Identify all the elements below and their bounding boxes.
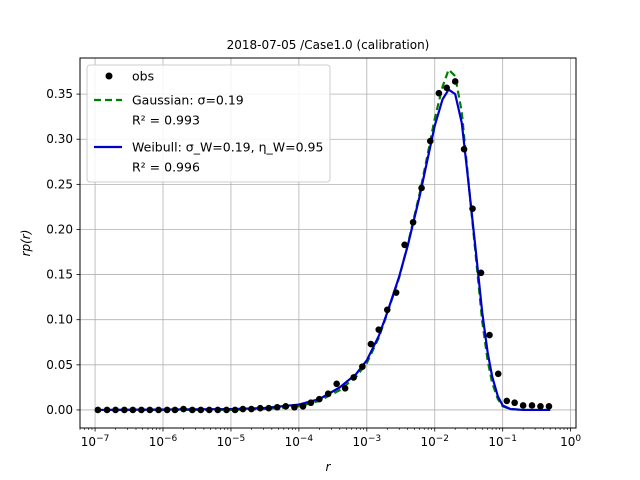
legend-gauss-label: R² = 0.993 xyxy=(132,113,200,128)
x-axis-ticks: 10−7 10−6 10−5 10−4 10−3 10−2 10−1 100 xyxy=(79,428,581,449)
obs-point xyxy=(307,399,315,407)
y-tick-label: 0.25 xyxy=(46,177,73,191)
legend-box xyxy=(86,64,331,183)
obs-point xyxy=(180,405,187,413)
obs-point xyxy=(324,390,332,398)
obs-point xyxy=(545,403,553,410)
obs-point xyxy=(282,403,290,410)
obs-point xyxy=(129,406,137,414)
x-tick-label: 10−2 xyxy=(420,434,449,449)
obs-point xyxy=(291,403,298,411)
y-axis-label: rp(r) xyxy=(19,230,33,257)
obs-point xyxy=(205,406,213,414)
obs-point xyxy=(171,406,179,414)
obs-point xyxy=(486,331,493,339)
obs-point xyxy=(146,406,154,414)
obs-point xyxy=(189,406,196,414)
obs-point xyxy=(392,289,400,296)
y-tick-label: 0.10 xyxy=(46,313,73,327)
obs-point xyxy=(451,78,459,85)
obs-point xyxy=(460,145,468,153)
legend-weib-label: Weibull: σ_W=0.19, η_W=0.95 xyxy=(132,140,323,155)
y-axis-ticks: 0.00 0.05 0.10 0.15 0.20 0.25 0.30 0.35 xyxy=(46,87,80,417)
legend-gauss-label: Gaussian: σ=0.19 xyxy=(132,93,244,108)
y-tick-label: 0.00 xyxy=(46,403,73,417)
y-tick-label: 0.35 xyxy=(46,87,73,101)
obs-point xyxy=(103,406,111,414)
x-axis-label: r xyxy=(326,460,332,474)
obs-point xyxy=(537,403,544,410)
obs-point xyxy=(223,406,230,414)
x-tick-label: 10−6 xyxy=(149,434,178,449)
obs-point xyxy=(443,84,451,92)
plot-frame xyxy=(79,57,577,429)
obs-point xyxy=(333,380,340,388)
x-tick-label: 10−4 xyxy=(285,434,314,449)
obs-point xyxy=(401,241,408,249)
obs-point xyxy=(316,395,323,403)
obs-point xyxy=(138,406,145,414)
obs-point xyxy=(511,399,518,407)
obs-point xyxy=(155,406,162,414)
obs-point xyxy=(273,403,281,411)
obs-point xyxy=(383,306,391,314)
obs-point xyxy=(265,404,273,412)
obs-point xyxy=(503,397,511,405)
obs-point xyxy=(239,405,247,413)
obs-point xyxy=(418,184,425,192)
obs-point xyxy=(519,402,527,409)
obs-point xyxy=(359,363,366,370)
x-tick-label: 10−7 xyxy=(81,434,110,449)
obs-point xyxy=(435,89,443,97)
obs-point xyxy=(341,384,349,392)
y-tick-label: 0.20 xyxy=(46,222,73,236)
obs-point xyxy=(426,137,434,145)
data-series xyxy=(94,68,553,414)
y-tick-label: 0.05 xyxy=(46,358,73,372)
chart-title: 2018-07-05 /Case1.0 (calibration) xyxy=(227,38,430,52)
obs-point xyxy=(477,269,485,277)
obs-point xyxy=(409,218,417,226)
obs-point xyxy=(528,402,536,409)
x-tick-label: 10−1 xyxy=(488,434,517,449)
obs-point xyxy=(163,406,171,414)
x-tick-label: 10−5 xyxy=(217,434,246,449)
obs-point xyxy=(112,406,119,414)
obs-point xyxy=(367,340,375,348)
obs-point xyxy=(121,406,128,414)
obs-point xyxy=(248,405,255,413)
legend-obs-label: obs xyxy=(132,69,154,84)
gaussian-fit-line xyxy=(95,68,551,412)
obs-point xyxy=(197,406,205,414)
obs-point xyxy=(375,326,383,333)
obs-point xyxy=(469,205,476,213)
obs-point xyxy=(299,403,307,410)
x-tick-label: 100 xyxy=(560,434,581,449)
obs-point xyxy=(350,374,357,381)
legend: obs Gaussian: σ=0.19 R² = 0.993 Weibull: σ_… xyxy=(86,64,331,183)
y-tick-label: 0.30 xyxy=(46,132,73,146)
x-tick-label: 10−3 xyxy=(353,434,382,449)
obs-point xyxy=(214,406,222,414)
legend-weib-label: R² = 0.996 xyxy=(132,160,200,175)
obs-point xyxy=(256,404,264,412)
obs-point xyxy=(231,406,239,414)
weibull-fit-line xyxy=(95,88,551,412)
obs-point xyxy=(94,406,102,414)
obs-point xyxy=(494,370,502,378)
y-tick-label: 0.15 xyxy=(46,268,73,282)
legend-obs-marker xyxy=(105,72,113,80)
